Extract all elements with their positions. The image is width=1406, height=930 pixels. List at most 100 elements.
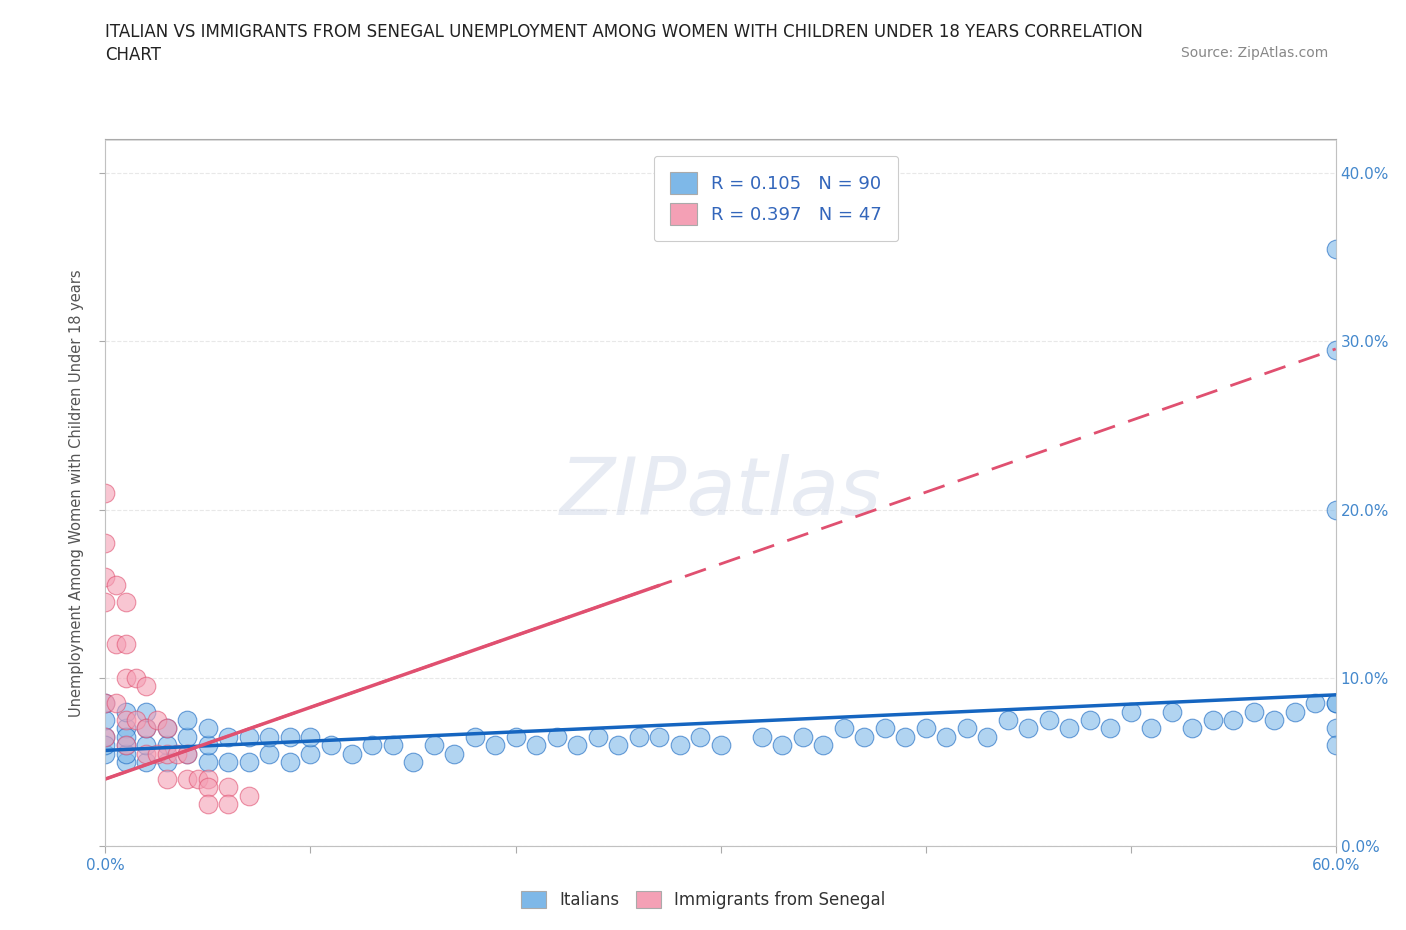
Point [565,737,588,752]
Point [1324,737,1347,752]
Point [668,737,690,752]
Point [586,729,609,744]
Point [115,721,138,736]
Point [94,737,117,752]
Point [104,578,127,593]
Point [484,737,506,752]
Point [648,729,671,744]
Point [751,729,773,744]
Point [340,746,363,761]
Point [94,729,117,744]
Point [115,755,138,770]
Point [94,696,117,711]
Point [361,737,384,752]
Point [197,772,219,787]
Point [115,737,138,752]
Point [811,737,834,752]
Point [94,595,117,610]
Point [1243,704,1265,719]
Point [94,536,117,551]
Point [135,737,157,752]
Point [145,746,167,761]
Point [873,721,896,736]
Point [135,704,157,719]
Point [176,772,198,787]
Point [125,671,148,685]
Point [997,712,1019,727]
Point [1160,704,1182,719]
Point [422,737,444,752]
Point [115,671,138,685]
Point [94,696,117,711]
Point [381,737,404,752]
Point [1324,502,1347,517]
Point [94,485,117,500]
Point [1017,721,1039,736]
Point [176,746,198,761]
Text: ZIPatlas: ZIPatlas [560,454,882,532]
Point [166,746,188,761]
Point [94,729,117,744]
Point [187,772,209,787]
Point [115,595,138,610]
Point [1303,696,1326,711]
Point [853,729,876,744]
Point [104,696,127,711]
Point [1181,721,1204,736]
Point [115,704,138,719]
Point [976,729,998,744]
Point [156,737,179,752]
Point [402,755,425,770]
Point [278,729,301,744]
Point [125,712,148,727]
Point [135,755,157,770]
Point [115,746,138,761]
Point [1324,696,1347,711]
Point [135,721,157,736]
Point [94,746,117,761]
Text: ITALIAN VS IMMIGRANTS FROM SENEGAL UNEMPLOYMENT AMONG WOMEN WITH CHILDREN UNDER : ITALIAN VS IMMIGRANTS FROM SENEGAL UNEMP… [105,23,1143,41]
Point [176,729,198,744]
Point [1324,242,1347,257]
Point [94,569,117,584]
Point [792,729,814,744]
Point [238,729,260,744]
Point [710,737,733,752]
Point [689,729,711,744]
Point [197,755,219,770]
Point [197,797,219,812]
Point [278,755,301,770]
Point [197,721,219,736]
Point [1057,721,1080,736]
Point [176,712,198,727]
Point [115,712,138,727]
Point [218,797,240,812]
Point [832,721,855,736]
Point [176,746,198,761]
Point [115,637,138,652]
Point [443,746,465,761]
Point [607,737,630,752]
Point [156,755,179,770]
Point [894,729,917,744]
Point [1119,704,1142,719]
Text: Source: ZipAtlas.com: Source: ZipAtlas.com [1181,46,1329,60]
Point [1078,712,1101,727]
Point [156,746,179,761]
Legend: Italians, Immigrants from Senegal: Italians, Immigrants from Senegal [512,883,894,917]
Point [1202,712,1225,727]
Point [238,789,260,804]
Point [197,780,219,795]
Point [259,746,281,761]
Point [156,772,179,787]
Point [104,637,127,652]
Point [135,679,157,694]
Point [956,721,979,736]
Point [464,729,486,744]
Point [1324,342,1347,357]
Point [1284,704,1306,719]
Point [1263,712,1285,727]
Point [218,755,240,770]
Point [1140,721,1163,736]
Point [1222,712,1244,727]
